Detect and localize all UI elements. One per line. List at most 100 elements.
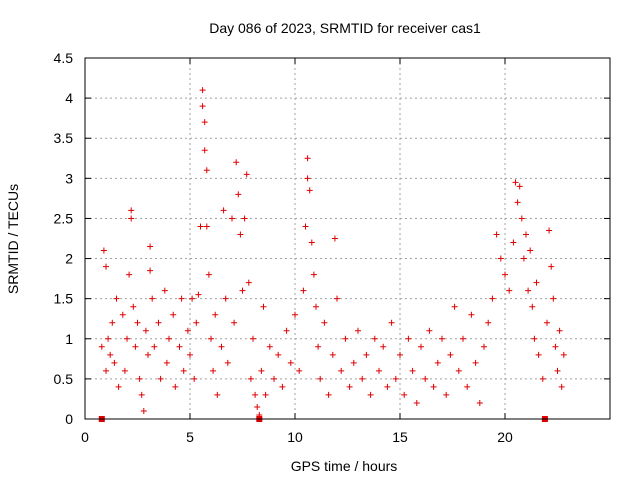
x-axis-label: GPS time / hours [291,458,398,474]
data-point [350,359,357,366]
data-point [418,343,424,350]
data-point [531,335,538,342]
data-point [535,351,542,358]
data-point [485,319,492,326]
data-point [329,351,336,358]
data-point [124,335,130,342]
data-point [520,255,527,262]
data-point [392,375,399,382]
data-point [371,335,378,342]
data-point [300,287,307,294]
data-point [434,359,441,366]
data-point [252,391,259,398]
data-point [554,367,561,374]
data-point [161,287,168,294]
data-point [126,271,133,278]
data-point [308,239,315,246]
data-point [304,155,311,162]
data-point [355,327,361,334]
data-point [447,351,454,358]
data-point [199,87,206,94]
data-point [317,375,324,382]
data-point [130,303,137,310]
data-point [201,119,208,126]
plot-frame [84,57,611,420]
data-point [201,147,208,154]
x-tick-label: 10 [287,429,303,445]
data-point [214,391,221,398]
data-point [147,267,154,274]
data-point [241,215,248,222]
data-point [134,319,141,326]
data-point [250,335,256,342]
data-point [422,375,429,382]
data-point [149,295,156,302]
data-point [189,295,196,302]
data-point [529,303,536,310]
chart-title: Day 086 of 2023, SRMTID for receiver cas… [209,20,481,36]
data-point [489,295,496,302]
x-tick-label: 5 [186,429,194,445]
data-point [243,171,250,178]
data-point [115,383,122,390]
data-point [103,263,109,270]
data-point [455,367,462,374]
data-point [313,303,319,310]
data-point [443,391,450,398]
y-tick-label: 3.5 [54,130,74,146]
data-point [210,367,217,374]
data-point [527,247,534,254]
data-point [401,391,408,398]
x-tick-label: 20 [497,429,513,445]
data-point [113,295,120,302]
data-point [184,327,191,334]
data-point [468,311,475,318]
data-point [523,231,529,238]
data-point [163,359,170,366]
data-point [187,351,193,358]
data-point [208,335,214,342]
y-tick-label: 4.5 [54,50,74,66]
data-point [376,367,382,374]
data-point [128,215,135,222]
data-point [136,375,143,382]
data-point [502,271,508,278]
data-point [409,367,416,374]
data-point [560,351,567,358]
data-point [302,223,309,230]
y-tick-label: 3 [65,170,73,186]
data-point [224,359,231,366]
data-point [493,231,500,238]
data-point [306,187,313,194]
data-point [321,319,328,326]
data-point [439,335,445,342]
data-point [258,367,265,374]
data-point [100,247,107,254]
data-point [510,239,517,246]
data-point [266,343,273,350]
data-point [178,295,185,302]
data-point [262,391,269,398]
data-point [254,403,261,410]
data-point [172,383,179,390]
data-point [103,367,109,374]
data-point [271,375,277,382]
data-point [296,367,303,374]
data-point [556,327,563,334]
data-point [176,343,183,350]
data-point [514,199,521,206]
data-point [380,343,387,350]
data-point [128,207,135,214]
data-point [147,243,154,250]
data-point [151,343,158,350]
y-tick-label: 2 [65,251,73,267]
data-point [533,279,540,286]
y-tick-label: 1.5 [54,291,74,307]
data-point [497,255,504,262]
data-point [518,215,525,222]
data-point [157,375,164,382]
data-point [413,399,420,406]
data-point [506,287,513,294]
data-point [334,295,340,302]
x-tick-label: 0 [81,429,89,445]
